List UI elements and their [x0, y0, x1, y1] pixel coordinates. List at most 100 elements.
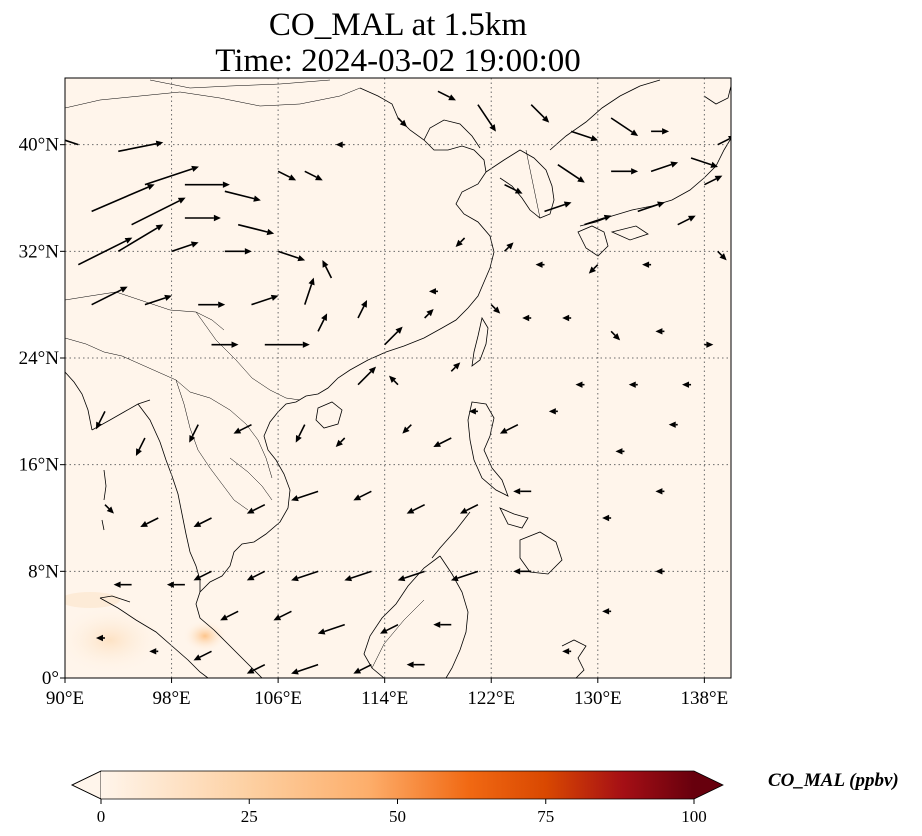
x-tick-label: 122°E [467, 688, 515, 709]
wind-vector [144, 294, 172, 306]
colorbar: 0 25 50 75 100 [71, 770, 724, 826]
wind-vector-head [119, 286, 128, 293]
wind-vector [317, 313, 328, 332]
wind-vector [499, 423, 519, 434]
wind-vector-head [655, 488, 663, 495]
hokkaido-coastline [703, 85, 731, 105]
wind-vector-shaft [505, 423, 519, 432]
wind-vector-shaft [424, 313, 430, 319]
y-tick-label: 24°N [19, 348, 60, 369]
y-axis-ticks: 0° 8°N 16°N 24°N 32°N 40°N [19, 135, 65, 689]
wind-vector [513, 488, 532, 495]
map-title-line1: CO_MAL at 1.5km [268, 7, 528, 43]
wind-vector [291, 570, 319, 582]
wind-vector-head [455, 239, 463, 247]
wind-vector-shaft [637, 203, 659, 213]
wind-vector [135, 437, 146, 456]
wind-vector [637, 201, 665, 213]
wind-vector-shaft [450, 366, 456, 372]
wind-vector-head [631, 168, 639, 175]
wind-vector-head [321, 313, 328, 322]
wind-vector-shaft [199, 650, 212, 658]
wind-vector [610, 330, 621, 341]
colorbar-tick-label: 25 [241, 807, 258, 826]
wind-vector [548, 408, 558, 415]
wind-vector-head [353, 494, 362, 501]
wind-vector-head [406, 661, 414, 668]
wind-vector-head [426, 309, 434, 317]
country-borders [65, 79, 541, 669]
y-tick-label: 16°N [19, 455, 60, 476]
wind-vector-head [468, 408, 476, 415]
wind-vector [397, 117, 407, 127]
taiwan-coastline [471, 316, 489, 367]
wind-vector-shaft [477, 104, 493, 127]
wind-vector-shaft [457, 570, 479, 579]
x-tick-label: 90°E [46, 688, 84, 709]
wind-vector-shaft [298, 424, 306, 437]
wind-vector-head [193, 574, 202, 581]
wind-vector-head [655, 328, 663, 335]
wind-vector [184, 181, 230, 188]
wind-vector [655, 328, 665, 335]
wind-vector-head [402, 426, 410, 434]
wind-vector [402, 424, 412, 434]
wind-vector-head [562, 314, 570, 322]
wind-vector [246, 663, 266, 674]
wind-vector-head [459, 507, 468, 514]
wind-vector-head [682, 381, 690, 388]
x-tick-label: 114°E [361, 688, 408, 709]
wind-vector-head [630, 129, 639, 136]
wind-vector [220, 610, 239, 621]
wind-vector-head [149, 648, 157, 655]
wind-vector-head [288, 174, 297, 181]
wind-vector-head [297, 255, 306, 262]
wind-vector-head [222, 181, 230, 188]
colorbar-tick-label: 50 [389, 807, 406, 826]
wind-vector [433, 621, 452, 628]
wind-vector-head [710, 161, 719, 168]
wind-vector [588, 264, 599, 274]
wind-vector-head [189, 434, 196, 443]
wind-vector-shaft [359, 663, 372, 672]
wind-vector [224, 190, 261, 202]
wind-vector-head [302, 341, 310, 348]
wind-vector-shaft [397, 117, 403, 123]
wind-vector-head [506, 242, 514, 250]
wind-vector-head [266, 228, 275, 236]
wind-vector [193, 570, 212, 581]
wind-vector-head [406, 507, 415, 514]
wind-vector-shaft [359, 490, 372, 498]
wind-vector-head [428, 288, 436, 295]
wind-vector-head [95, 634, 103, 642]
map-panel [65, 78, 731, 678]
wind-vector [91, 184, 155, 213]
wind-vector-head [368, 366, 377, 374]
wind-vector [304, 277, 315, 305]
wind-vector [406, 661, 425, 668]
wind-vector-shaft [77, 240, 127, 266]
wind-vector-shaft [199, 517, 212, 525]
wind-vector [277, 250, 306, 262]
wind-vector-shaft [252, 503, 266, 512]
wind-vector [131, 197, 186, 226]
x-tick-label: 138°E [681, 688, 729, 709]
wind-vector [655, 488, 665, 495]
wind-vector-head [315, 174, 323, 181]
luzon-coastline [467, 401, 509, 497]
wind-vector [651, 128, 670, 135]
wind-vector-head [322, 260, 329, 268]
wind-vector [380, 623, 399, 634]
wind-vector [335, 141, 345, 148]
wind-vector-head [450, 575, 459, 582]
wind-vector [433, 437, 452, 447]
wind-vector-head [499, 427, 508, 434]
wind-vector-shaft [279, 610, 292, 618]
x-tick-label: 106°E [254, 688, 302, 709]
wind-vector-shaft [530, 104, 545, 119]
wind-vector-shaft [91, 289, 122, 306]
wind-vector-shaft [350, 570, 372, 579]
co-concentration-band [65, 592, 120, 608]
wind-vector-head [164, 294, 172, 301]
